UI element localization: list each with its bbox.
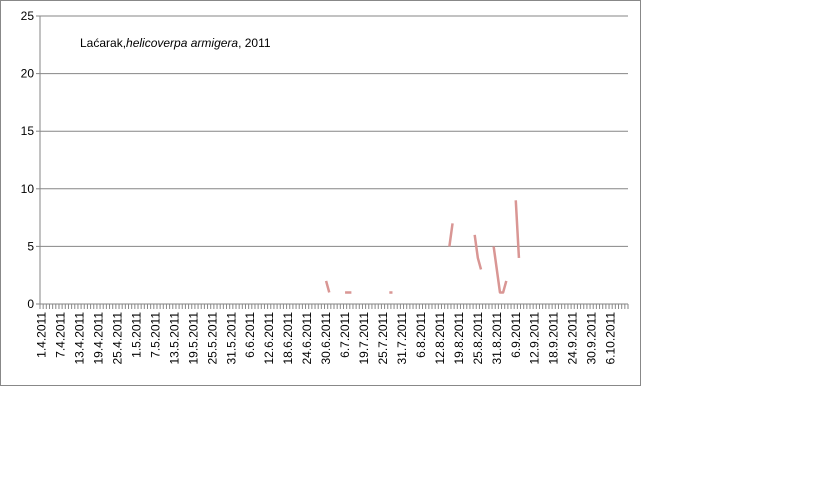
x-tick-label: 31.5.2011 bbox=[224, 312, 238, 365]
y-tick-label: 0 bbox=[27, 297, 34, 311]
x-tick-label: 25.7.2011 bbox=[376, 312, 390, 365]
x-tick-label: 19.4.2011 bbox=[91, 312, 105, 365]
x-tick-label: 19.8.2011 bbox=[452, 312, 466, 365]
x-tick-label: 25.4.2011 bbox=[110, 312, 124, 365]
x-tick-label: 6.7.2011 bbox=[338, 312, 352, 358]
x-tick-label: 12.9.2011 bbox=[528, 312, 542, 365]
x-tick-label: 18.6.2011 bbox=[281, 312, 295, 365]
x-tick-label: 30.9.2011 bbox=[585, 312, 599, 365]
x-tick-label: 30.6.2011 bbox=[319, 312, 333, 365]
chart-border bbox=[0, 0, 641, 386]
y-tick-label: 20 bbox=[21, 67, 35, 81]
x-tick-label: 25.5.2011 bbox=[205, 312, 219, 365]
title-part: helicoverpa armigera bbox=[126, 36, 238, 50]
x-tick-label: 7.4.2011 bbox=[54, 312, 68, 358]
x-tick-label: 18.9.2011 bbox=[547, 312, 561, 365]
x-tick-label: 1.5.2011 bbox=[129, 312, 143, 358]
x-tick-label: 24.9.2011 bbox=[566, 312, 580, 365]
x-tick-label: 19.7.2011 bbox=[357, 312, 371, 365]
y-tick-label: 15 bbox=[21, 124, 35, 138]
x-tick-label: 1.4.2011 bbox=[35, 312, 49, 358]
x-tick-label: 13.5.2011 bbox=[167, 312, 181, 365]
x-tick-label: 13.4.2011 bbox=[73, 312, 87, 365]
y-tick-label: 5 bbox=[27, 239, 34, 253]
x-tick-label: 6.10.2011 bbox=[604, 312, 618, 365]
x-tick-label: 6.8.2011 bbox=[414, 312, 428, 358]
y-tick-label: 10 bbox=[21, 182, 35, 196]
x-tick-label: 6.9.2011 bbox=[509, 312, 523, 358]
chart-title: Laćarak,helicoverpa armigera, 2011 bbox=[80, 36, 271, 50]
title-part: , 2011 bbox=[238, 36, 271, 50]
y-tick-label: 25 bbox=[21, 9, 35, 23]
x-tick-label: 24.6.2011 bbox=[300, 312, 314, 365]
x-tick-label: 31.7.2011 bbox=[395, 312, 409, 365]
title-part: Laćarak, bbox=[80, 36, 126, 50]
x-tick-label: 7.5.2011 bbox=[148, 312, 162, 358]
x-tick-label: 25.8.2011 bbox=[471, 312, 485, 365]
x-tick-label: 19.5.2011 bbox=[186, 312, 200, 365]
series-line bbox=[324, 200, 521, 294]
x-tick-label: 6.6.2011 bbox=[243, 312, 257, 358]
x-tick-label: 12.8.2011 bbox=[433, 312, 447, 365]
x-tick-label: 12.6.2011 bbox=[262, 312, 276, 365]
x-tick-label: 31.8.2011 bbox=[490, 312, 504, 365]
